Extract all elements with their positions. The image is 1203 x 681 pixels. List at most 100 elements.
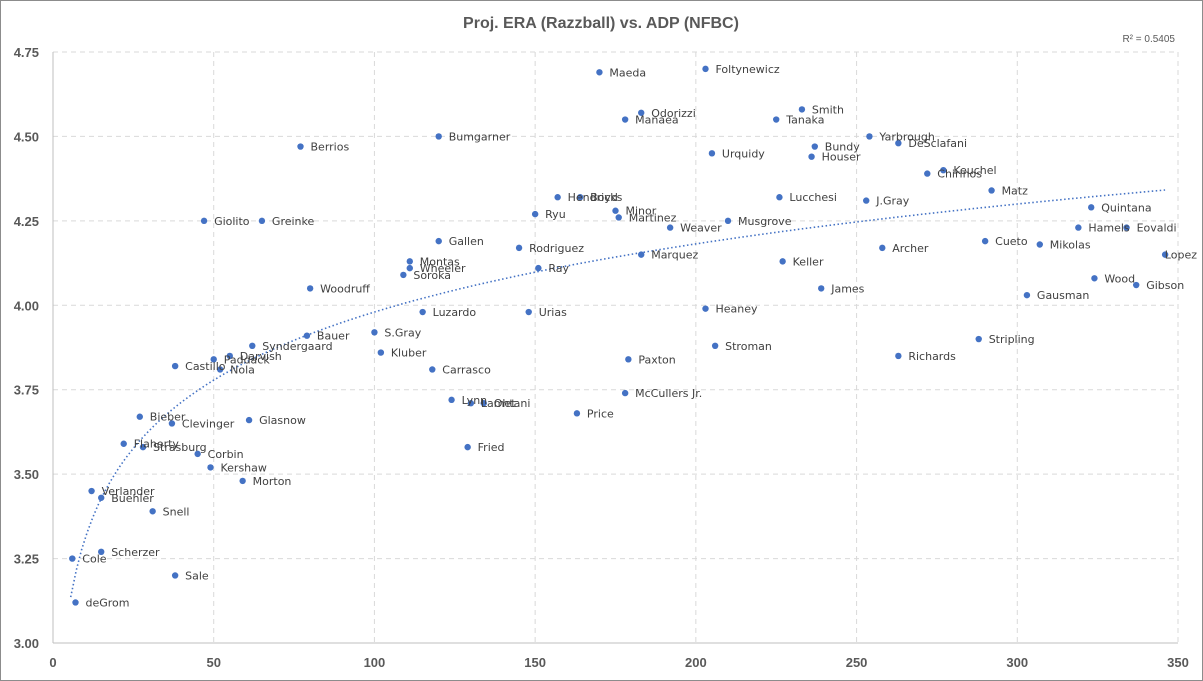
- point-label: Urias: [539, 306, 567, 319]
- data-point: [429, 366, 436, 373]
- point-label: Maeda: [609, 66, 646, 79]
- x-tick-label: 150: [524, 655, 546, 670]
- point-label: Archer: [892, 242, 929, 255]
- data-point: [245, 416, 253, 424]
- point-label: Stroman: [725, 340, 772, 353]
- data-point: [480, 400, 487, 407]
- point-label: Marquez: [651, 249, 698, 262]
- data-point: [88, 487, 95, 495]
- data-point: [612, 207, 619, 214]
- point-label: Fried: [478, 441, 505, 454]
- point-label: Cueto: [995, 235, 1028, 248]
- point-label: Berrios: [311, 141, 350, 154]
- trendline-layer: [69, 189, 1166, 598]
- data-point: [464, 443, 471, 451]
- x-tick-label: 300: [1006, 655, 1028, 670]
- point-label: Minor: [626, 205, 657, 218]
- point-label: Castillo: [185, 360, 226, 373]
- data-point: [1023, 291, 1031, 299]
- data-point: [625, 356, 632, 363]
- point-label: Keuchel: [953, 164, 996, 177]
- data-point: [98, 494, 105, 501]
- y-tick-label: 4.00: [14, 298, 39, 313]
- data-point: [535, 264, 542, 272]
- data-point: [1091, 275, 1098, 282]
- data-point: [779, 258, 786, 265]
- x-tick-label: 250: [846, 655, 868, 670]
- point-label: Mikolas: [1050, 238, 1091, 251]
- y-tick-label: 3.25: [14, 552, 39, 567]
- point-label: Paxton: [638, 353, 675, 366]
- point-label: Stripling: [989, 333, 1035, 346]
- point-label: Greinke: [272, 215, 315, 228]
- data-point: [400, 271, 407, 279]
- point-label: Darvish: [240, 350, 282, 363]
- point-label: Matz: [1002, 184, 1029, 197]
- data-point: [554, 194, 561, 201]
- data-point: [226, 352, 233, 360]
- point-label: Ryu: [545, 208, 566, 221]
- point-label: McCullers Jr.: [635, 387, 702, 400]
- gridlines: [53, 51, 1179, 643]
- data-point: [621, 116, 629, 123]
- point-label: Lynn: [462, 394, 488, 407]
- data-point: [210, 356, 217, 363]
- point-label: Foltynewicz: [716, 63, 780, 76]
- data-point: [895, 352, 902, 360]
- point-label: Quintana: [1101, 201, 1151, 214]
- data-point: [200, 217, 208, 225]
- data-point: [576, 194, 584, 201]
- point-label: Manaea: [635, 114, 678, 127]
- point-label: Lamet: [481, 397, 516, 410]
- data-point: [139, 443, 147, 451]
- y-tick-label: 4.50: [14, 129, 39, 144]
- data-point: [596, 69, 603, 76]
- data-point: [525, 308, 532, 316]
- data-point: [808, 153, 815, 160]
- data-point: [72, 599, 79, 606]
- point-label: Soroka: [413, 269, 451, 282]
- data-point: [879, 244, 886, 252]
- point-label: Houser: [822, 151, 861, 164]
- point-label: Rodriguez: [529, 242, 584, 255]
- point-label: DeSclafani: [908, 137, 967, 150]
- point-label: Ray: [548, 262, 569, 275]
- data-point: [702, 65, 709, 73]
- data-point: [258, 217, 266, 225]
- data-point: [371, 329, 378, 336]
- axes: 3.00 3.25 3.50 3.75 4.00 4.25 4.50 4.75 0 50 100 15…: [14, 45, 1189, 670]
- data-point: [515, 244, 523, 252]
- data-point: [621, 389, 629, 397]
- data-point: [981, 237, 989, 245]
- point-label: Richards: [908, 350, 956, 363]
- point-label: Keller: [793, 255, 824, 268]
- data-point: [303, 332, 311, 339]
- x-tick-label: 100: [364, 655, 386, 670]
- point-label: Kershaw: [221, 461, 267, 474]
- point-label: Glasnow: [259, 414, 306, 427]
- data-point: [711, 342, 719, 350]
- data-point: [467, 400, 475, 407]
- x-tick-label: 350: [1167, 655, 1189, 670]
- data-point: [776, 194, 783, 201]
- x-tick-label: 50: [206, 655, 220, 670]
- data-point: [798, 106, 806, 113]
- data-point: [975, 335, 982, 343]
- point-label: Verlander: [102, 485, 155, 498]
- point-label: Weaver: [680, 222, 722, 235]
- point-label: Martinez: [629, 211, 677, 224]
- point-label: Sale: [185, 569, 209, 582]
- point-label: Smith: [812, 103, 844, 116]
- data-point: [638, 109, 645, 116]
- point-label: Corbin: [208, 448, 244, 461]
- data-point: [435, 133, 442, 140]
- data-point: [1161, 251, 1169, 258]
- y-tick-label: 3.00: [14, 636, 39, 651]
- data-point: [895, 139, 902, 147]
- point-label: Snell: [163, 505, 190, 518]
- point-label: Woodruff: [320, 282, 370, 295]
- point-label: Gallen: [449, 235, 484, 248]
- trendline: [69, 189, 1166, 598]
